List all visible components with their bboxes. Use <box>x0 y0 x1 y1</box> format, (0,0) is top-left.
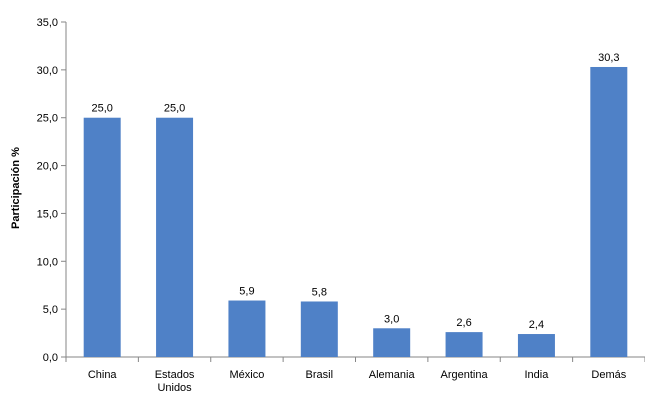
x-tick-label: India <box>525 369 550 381</box>
x-tick-label: Brasil <box>306 369 334 381</box>
bar <box>517 334 555 357</box>
y-tick-label: 20,0 <box>37 161 58 173</box>
x-tick-label: Unidos <box>157 382 192 394</box>
data-label: 30,3 <box>598 52 619 64</box>
data-label: 5,8 <box>312 286 327 298</box>
bar <box>83 117 121 357</box>
bar <box>156 117 194 357</box>
y-tick-label: 30,0 <box>37 65 58 77</box>
y-axis-title: Participación % <box>10 147 22 229</box>
y-tick-label: 0,0 <box>43 352 58 364</box>
data-label: 2,6 <box>456 317 471 329</box>
y-tick-label: 35,0 <box>37 17 58 29</box>
x-tick-label: Estados <box>155 369 195 381</box>
bar <box>373 328 411 357</box>
y-tick-label: 5,0 <box>43 304 58 316</box>
x-tick-label: Alemania <box>369 369 416 381</box>
y-tick-label: 25,0 <box>37 113 58 125</box>
bar <box>590 66 628 357</box>
x-tick-label: Demás <box>591 369 626 381</box>
bar <box>445 332 483 357</box>
data-label: 2,4 <box>529 319 544 331</box>
data-label: 5,9 <box>239 286 254 298</box>
y-tick-label: 10,0 <box>37 256 58 268</box>
data-label: 3,0 <box>384 313 399 325</box>
bar <box>228 300 266 357</box>
axes-group: 0,0 5,0 10,0 15,0 20,0 25,0 30,0 35,0 <box>37 17 645 364</box>
x-tick-label: México <box>230 369 265 381</box>
data-label: 25,0 <box>91 103 112 115</box>
y-tick-label: 15,0 <box>37 208 58 220</box>
bars-group <box>83 66 628 357</box>
data-label: 25,0 <box>164 103 185 115</box>
x-tick-label: China <box>88 369 118 381</box>
bar <box>300 301 338 357</box>
x-tick-label: Argentina <box>441 369 489 381</box>
